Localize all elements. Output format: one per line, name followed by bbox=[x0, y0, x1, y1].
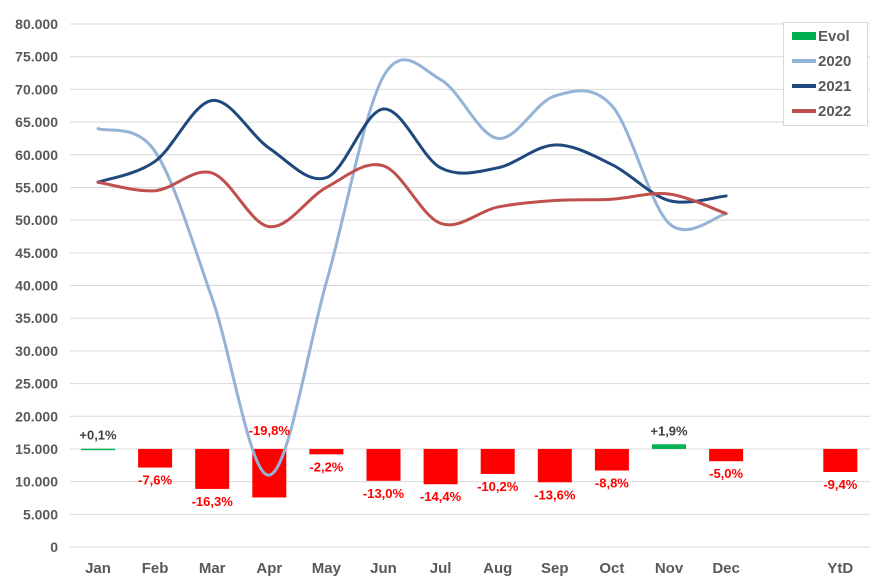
y-tick-label: 25.000 bbox=[15, 376, 58, 392]
evol-bar bbox=[138, 448, 173, 468]
y-tick-label: 45.000 bbox=[15, 245, 58, 261]
y-tick-label: 40.000 bbox=[15, 278, 58, 294]
x-tick-label: Jan bbox=[85, 560, 111, 577]
x-tick-label: May bbox=[312, 560, 342, 577]
evol-data-label: -13,0% bbox=[363, 486, 405, 501]
y-tick-label: 20.000 bbox=[15, 408, 58, 424]
x-tick-label: Mar bbox=[199, 560, 226, 577]
evol-data-label: -9,4% bbox=[823, 477, 857, 492]
evol-bar bbox=[537, 448, 572, 483]
legend-item-2020: 2020 bbox=[792, 50, 851, 72]
x-tick-label: Dec bbox=[712, 560, 740, 577]
line-series-2021 bbox=[96, 98, 728, 204]
gridlines bbox=[70, 23, 870, 548]
y-tick-label: 0 bbox=[50, 539, 58, 555]
line-series-2022 bbox=[96, 163, 728, 229]
y-tick-label: 30.000 bbox=[15, 343, 58, 359]
x-tick-label: Oct bbox=[599, 560, 624, 577]
evol-data-label: -13,6% bbox=[534, 487, 576, 502]
y-axis-ticks: 0 5.000 10.000 15.000 20.000 25.000 30.000 35.0… bbox=[15, 16, 58, 555]
evol-data-label: +1,9% bbox=[650, 423, 688, 438]
legend-label: 2020 bbox=[818, 52, 852, 70]
legend-item-evol: Evol bbox=[792, 25, 850, 47]
y-tick-label: 80.000 bbox=[15, 16, 58, 32]
evol-bar bbox=[423, 448, 458, 485]
y-tick-label: 10.000 bbox=[15, 474, 58, 490]
evol-bars bbox=[81, 444, 858, 498]
legend-swatch-2020 bbox=[792, 59, 816, 63]
evol-bar bbox=[81, 448, 115, 451]
evol-bar bbox=[195, 448, 230, 489]
evol-data-label: -16,3% bbox=[192, 494, 234, 509]
y-tick-label: 35.000 bbox=[15, 310, 58, 326]
x-tick-label: Apr bbox=[256, 560, 282, 577]
evol-data-label: -10,2% bbox=[477, 479, 519, 494]
legend-swatch-2021 bbox=[792, 84, 816, 88]
x-tick-label: YtD bbox=[827, 560, 853, 577]
y-tick-label: 15.000 bbox=[15, 441, 58, 457]
x-axis-ticks: Jan Feb Mar Apr May Jun Jul Aug Sep Oct Nov Dec YtD bbox=[85, 560, 853, 577]
evol-bar bbox=[652, 444, 686, 449]
legend-swatch-2022 bbox=[792, 109, 816, 113]
legend-swatch-evol bbox=[792, 32, 816, 40]
x-tick-label: Jul bbox=[430, 560, 452, 577]
evol-data-label: +0,1% bbox=[79, 428, 117, 443]
legend-label: 2021 bbox=[818, 77, 852, 95]
y-tick-label: 50.000 bbox=[15, 212, 58, 228]
legend-label: Evol bbox=[818, 27, 850, 45]
evol-bar bbox=[366, 448, 401, 481]
evol-data-label: -2,2% bbox=[309, 459, 343, 474]
evol-data-label: -7,6% bbox=[138, 473, 172, 488]
y-tick-label: 55.000 bbox=[15, 179, 58, 195]
legend-item-2021: 2021 bbox=[792, 75, 851, 97]
evol-bar bbox=[594, 448, 629, 471]
legend-item-2022: 2022 bbox=[792, 100, 851, 122]
x-tick-label: Feb bbox=[142, 560, 169, 577]
y-tick-label: 70.000 bbox=[15, 81, 58, 97]
y-tick-label: 75.000 bbox=[15, 49, 58, 65]
evol-bar bbox=[823, 448, 858, 472]
series-lines bbox=[96, 58, 728, 477]
evol-bar bbox=[309, 448, 344, 455]
x-tick-label: Aug bbox=[483, 560, 512, 577]
y-tick-label: 5.000 bbox=[23, 506, 58, 522]
x-tick-label: Sep bbox=[541, 560, 569, 577]
x-tick-label: Nov bbox=[655, 560, 684, 577]
line-series-2020 bbox=[96, 58, 728, 477]
legend: Evol 2020 2021 2022 bbox=[783, 22, 868, 126]
evol-bar bbox=[709, 448, 744, 462]
legend-label: 2022 bbox=[818, 102, 852, 120]
evol-labels: +0,1%-7,6%-16,3%-19,8%-2,2%-13,0% -14,4%-… bbox=[79, 423, 857, 509]
x-tick-label: Jun bbox=[370, 560, 397, 577]
evol-data-label: -5,0% bbox=[709, 466, 743, 481]
evol-data-label: -8,8% bbox=[595, 476, 629, 491]
evol-data-label: -19,8% bbox=[249, 423, 291, 438]
y-tick-label: 65.000 bbox=[15, 114, 58, 130]
y-tick-label: 60.000 bbox=[15, 147, 58, 163]
evol-data-label: -14,4% bbox=[420, 489, 462, 504]
evol-bar bbox=[480, 448, 515, 474]
